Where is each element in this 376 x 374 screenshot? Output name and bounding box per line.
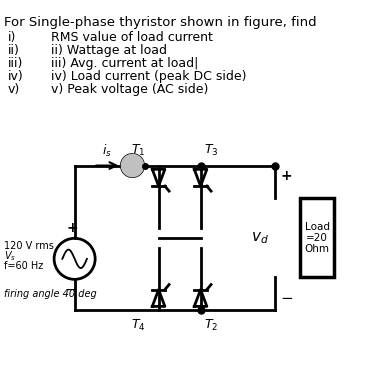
Text: −: − [66, 283, 77, 297]
Text: f=60 Hz: f=60 Hz [4, 261, 43, 271]
Text: RMS value of load current: RMS value of load current [51, 31, 213, 44]
Text: iii): iii) [8, 57, 23, 70]
Text: v): v) [8, 83, 20, 96]
Text: ii): ii) [8, 44, 19, 57]
Text: iv) Load current (peak DC side): iv) Load current (peak DC side) [51, 70, 247, 83]
Circle shape [120, 153, 145, 178]
Text: ii) Wattage at load: ii) Wattage at load [51, 44, 167, 57]
Text: $V_s$: $V_s$ [4, 249, 16, 263]
Text: v) Peak voltage (AC side): v) Peak voltage (AC side) [51, 83, 209, 96]
Text: Ohm: Ohm [305, 244, 330, 254]
Text: $T_2$: $T_2$ [204, 318, 218, 333]
Text: =20: =20 [306, 233, 328, 243]
Text: firing angle 40 deg: firing angle 40 deg [4, 289, 97, 299]
Text: −: − [281, 291, 294, 306]
Bar [300, 198, 334, 278]
Text: +: + [281, 169, 293, 183]
Text: i): i) [8, 31, 16, 44]
Text: +: + [66, 221, 77, 234]
Text: $T_1$: $T_1$ [131, 143, 146, 158]
Text: iv): iv) [8, 70, 23, 83]
Text: $v_d$: $v_d$ [251, 230, 269, 246]
Text: 120 V rms: 120 V rms [4, 241, 54, 251]
Text: $T_4$: $T_4$ [131, 318, 146, 333]
Text: $i_s$: $i_s$ [102, 143, 112, 159]
Text: iii) Avg. current at load|: iii) Avg. current at load| [51, 57, 199, 70]
Text: For Single-phase thyristor shown in figure, find: For Single-phase thyristor shown in figu… [4, 16, 316, 29]
Text: $T_3$: $T_3$ [204, 143, 219, 158]
Text: Load: Load [305, 222, 330, 232]
